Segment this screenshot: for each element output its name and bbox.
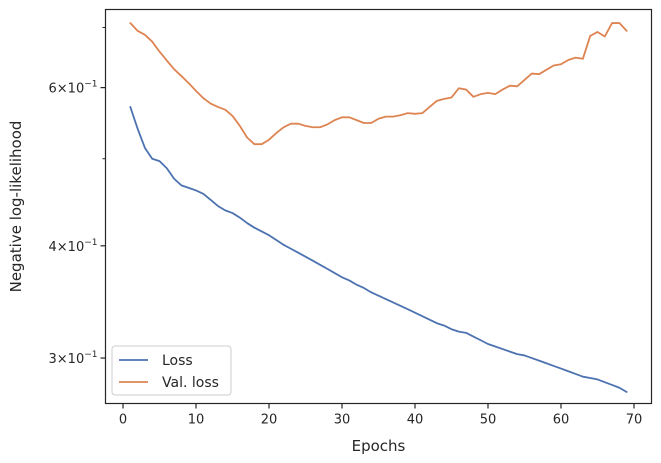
y-tick-label-base: 3 [49, 352, 57, 367]
plot-frame [104, 8, 653, 405]
legend-label-val-loss: Val. loss [162, 375, 219, 391]
x-tick-label: 30 [334, 413, 351, 428]
y-axis: 3×10−14×10−16×10−1 [49, 26, 106, 367]
series-layer [129, 22, 628, 393]
y-tick-label-times: ×10 [57, 82, 84, 97]
y-axis-label: Negative log-likelihood [7, 121, 25, 293]
y-tick-label: 4×10−1 [49, 238, 98, 255]
y-tick-label: 3×10−1 [49, 350, 98, 367]
y-tick-label: 6×10−1 [49, 80, 98, 97]
x-tick-label: 10 [188, 413, 205, 428]
x-tick-label: 0 [119, 413, 127, 428]
x-axis: 0 10 20 30 40 50 60 70 [119, 403, 643, 428]
x-axis-label: Epochs [352, 437, 406, 455]
y-tick-label-exponent: −1 [84, 80, 97, 90]
x-tick-label: 70 [626, 413, 643, 428]
x-tick-label: 60 [553, 413, 570, 428]
y-tick-label-times: ×10 [57, 352, 84, 367]
y-tick-label-exponent: −1 [84, 350, 97, 360]
y-tick-label-exponent: −1 [84, 238, 97, 248]
y-tick-label-base: 4 [49, 240, 57, 255]
series-line-val-loss [129, 22, 628, 146]
x-tick-label: 50 [480, 413, 497, 428]
x-tick-label: 20 [261, 413, 278, 428]
legend-label-loss: Loss [162, 353, 193, 369]
y-tick-label-times: ×10 [57, 240, 84, 255]
legend: Loss Val. loss [111, 345, 232, 396]
y-tick-label-base: 6 [49, 82, 57, 97]
x-tick-label: 40 [407, 413, 424, 428]
series-line-loss [129, 106, 628, 393]
